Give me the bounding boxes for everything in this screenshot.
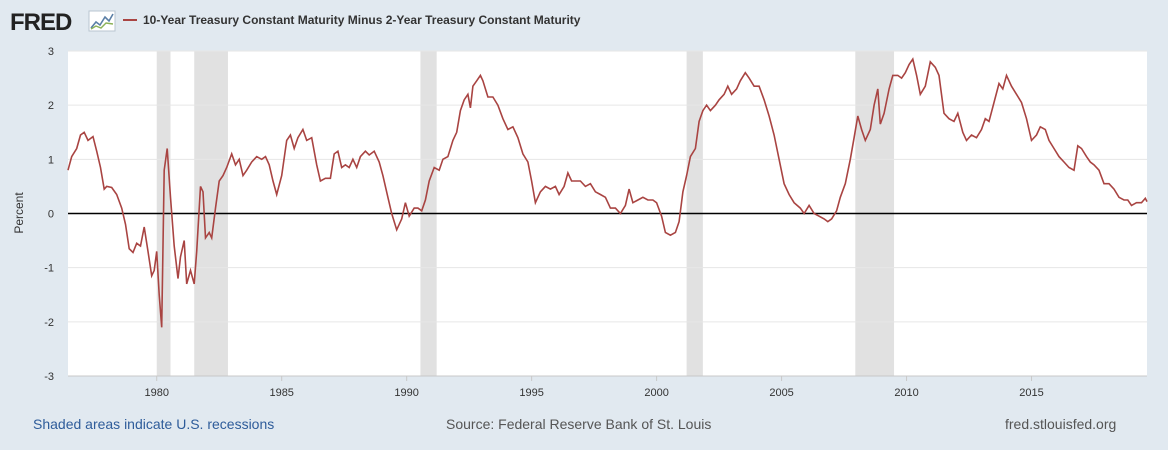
x-tick-label-3: 1995 — [519, 387, 543, 399]
x-tick-label-0: 1980 — [144, 387, 168, 399]
x-tick-label-4: 2000 — [644, 387, 668, 399]
legend-label: 10-Year Treasury Constant Maturity Minus… — [143, 13, 581, 27]
x-tick-label-6: 2010 — [894, 387, 918, 399]
fred-logo-graph-icon — [88, 10, 116, 32]
y-axis-title: Percent — [12, 192, 26, 234]
recession-note-link[interactable]: Shaded areas indicate U.S. recessions — [33, 416, 275, 432]
fred-logo-text: FRED — [10, 9, 72, 36]
y-tick-label-1: 2 — [48, 100, 54, 112]
x-axis-ticks: 1980 1985 1990 1995 2000 2005 2010 2015 — [144, 376, 1044, 399]
x-tick-label-5: 2005 — [769, 387, 793, 399]
y-tick-label-4: -1 — [44, 263, 54, 275]
y-tick-label-0: 3 — [48, 46, 54, 58]
y-tick-label-5: -2 — [44, 317, 54, 329]
source-text: Source: Federal Reserve Bank of St. Loui… — [446, 416, 712, 432]
x-tick-label-2: 1990 — [394, 387, 418, 399]
fred-chart: FRED 10-Year Treasury Constant Maturity … — [10, 9, 1148, 399]
fred-logo[interactable]: FRED — [10, 9, 116, 36]
x-tick-label-7: 2015 — [1019, 387, 1043, 399]
y-tick-label-2: 1 — [48, 154, 54, 166]
site-link[interactable]: fred.stlouisfed.org — [1005, 416, 1117, 432]
y-tick-label-3: 0 — [48, 209, 54, 221]
y-axis-ticks: 3 2 1 0 -1 -2 -3 — [44, 46, 54, 383]
x-tick-label-1: 1985 — [269, 387, 293, 399]
legend: 10-Year Treasury Constant Maturity Minus… — [123, 13, 581, 27]
series-line — [67, 57, 1148, 328]
y-tick-label-6: -3 — [44, 371, 54, 383]
